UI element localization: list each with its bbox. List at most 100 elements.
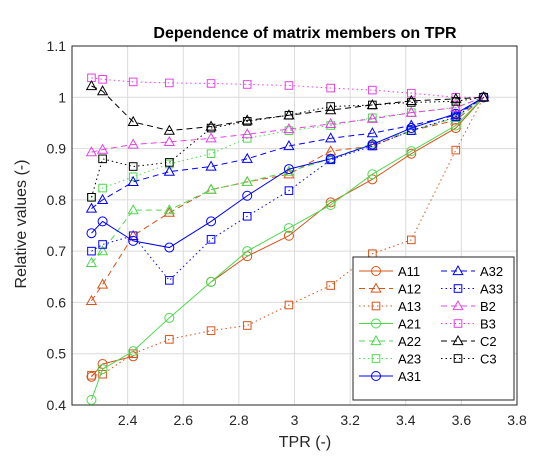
x-tick-label: 2.4: [118, 412, 138, 428]
y-tick-label: 1.1: [47, 38, 67, 54]
data-point-a31: [367, 139, 378, 150]
data-point-a13: [451, 145, 461, 155]
data-point-a33: [128, 231, 138, 241]
legend-marker: [371, 266, 381, 276]
data-point-a23: [206, 149, 216, 158]
legend-item-b2: B2: [441, 299, 496, 314]
legend-item-a22: A22: [359, 334, 421, 349]
data-point-a32: [450, 109, 462, 120]
legend-marker: [371, 371, 381, 381]
data-point-b2: [163, 135, 175, 147]
chart-title: Dependence of matrix members on TPR: [153, 25, 457, 42]
data-point-a33: [87, 246, 96, 256]
data-point-b3: [368, 85, 377, 95]
legend-label: C2: [480, 334, 497, 349]
data-point-a32: [127, 175, 139, 187]
data-point-a22: [127, 204, 139, 215]
data-point-a21: [128, 346, 139, 357]
legend-label: A32: [480, 264, 503, 279]
data-point-a11: [86, 371, 97, 382]
series-line-a13: [91, 97, 485, 376]
data-point-a22: [205, 183, 217, 194]
y-tick-label: 1: [58, 89, 66, 105]
data-point-b2: [405, 106, 417, 117]
series-line-a31: [91, 96, 484, 249]
data-point-a33: [242, 211, 252, 221]
data-point-b3: [284, 81, 294, 90]
x-tick-label: 3: [291, 412, 299, 428]
data-point-c3: [128, 162, 138, 171]
data-point-a22: [96, 245, 109, 256]
data-point-a33: [165, 276, 174, 285]
x-tick-label: 3.6: [452, 412, 472, 428]
data-point-a22: [163, 204, 175, 215]
legend-marker: [453, 354, 463, 363]
series-line-a23: [91, 96, 484, 198]
series-line-a33: [91, 96, 484, 282]
data-point-b2: [205, 132, 217, 143]
y-tick-label: 0.4: [47, 397, 67, 413]
series-line-b3: [91, 77, 484, 98]
data-point-a33: [368, 141, 377, 151]
y-axis-label: Relative values (-): [13, 160, 30, 289]
data-point-a33: [451, 112, 461, 122]
data-point-c3: [165, 158, 174, 167]
series-b2: [85, 91, 490, 157]
data-point-c2: [241, 114, 253, 125]
data-point-a32: [325, 132, 337, 143]
x-axis-label: TPR (-): [279, 434, 331, 451]
data-point-c2: [85, 79, 98, 91]
data-point-a11: [97, 358, 108, 369]
legend-label: A31: [398, 369, 421, 384]
data-point-a31: [97, 216, 108, 227]
data-point-b2: [241, 128, 253, 139]
series-c3: [87, 92, 488, 202]
legend-item-a31: A31: [359, 369, 421, 384]
x-tick-label: 2.8: [229, 412, 249, 428]
legend-marker: [452, 334, 464, 346]
data-point-b3: [242, 80, 252, 89]
data-point-a31: [206, 216, 217, 227]
series-line-a11: [210, 96, 484, 283]
data-point-c3: [206, 123, 216, 133]
x-tick-label: 3.2: [340, 412, 360, 428]
data-point-a22: [450, 111, 462, 122]
data-point-a21: [97, 364, 108, 375]
data-point-a21: [367, 169, 378, 180]
data-point-a21: [206, 276, 217, 287]
y-tick-label: 0.9: [47, 141, 67, 157]
legend-item-a21: A21: [359, 317, 421, 332]
data-point-a32: [205, 160, 217, 171]
data-point-a21: [242, 246, 253, 257]
legend-item-a32: A32: [441, 264, 503, 279]
legend-item-a33: A33: [441, 282, 503, 297]
data-point-b3: [407, 88, 416, 98]
data-point-a32: [163, 165, 175, 176]
data-point-a23: [242, 134, 252, 143]
legend-item-a12: A12: [359, 282, 421, 297]
legend-label: A33: [480, 282, 503, 297]
legend-marker: [452, 264, 464, 276]
data-point-a31: [86, 228, 97, 239]
data-point-c2: [325, 104, 337, 115]
legend-item-b3: B3: [441, 317, 496, 332]
data-point-c3: [407, 98, 416, 107]
data-point-a13: [165, 335, 174, 344]
legend-marker: [370, 282, 382, 293]
legend-item-a13: A13: [359, 299, 421, 314]
data-point-b2: [85, 146, 98, 157]
legend-marker: [452, 299, 464, 311]
y-tick-label: 0.7: [47, 243, 67, 259]
y-tick-label: 0.5: [47, 346, 67, 362]
legend-label: A21: [398, 317, 421, 332]
data-point-c3: [242, 117, 252, 126]
data-point-a32: [85, 202, 98, 213]
data-point-b2: [366, 112, 379, 123]
data-point-a31: [283, 164, 294, 175]
data-point-a21: [406, 146, 417, 157]
data-point-a21: [86, 394, 97, 405]
series-line-c2: [91, 85, 484, 132]
x-tick-label: 2.6: [174, 412, 194, 428]
data-point-a23: [128, 172, 138, 182]
data-point-a32: [241, 152, 253, 163]
